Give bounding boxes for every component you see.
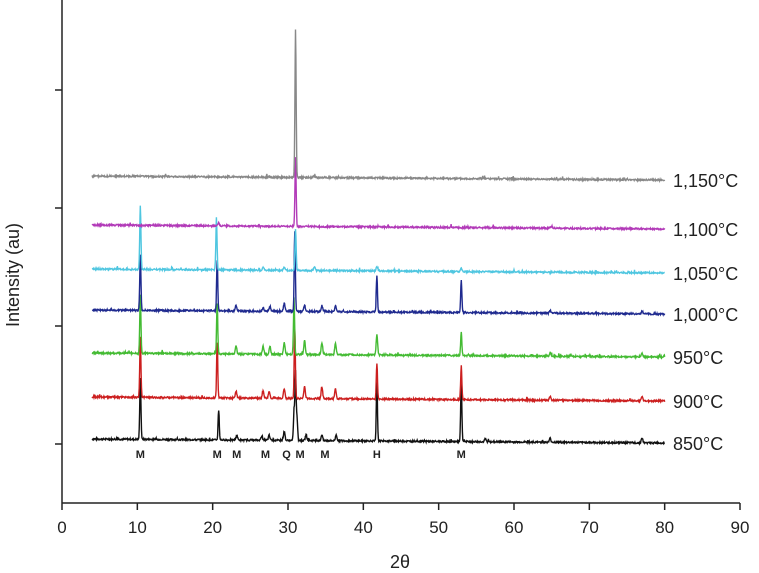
series-label: 850°C [673,434,723,454]
series-line [91,205,665,276]
phase-label: M [457,449,466,461]
series-label: 1,150°C [673,171,738,191]
x-tick-label: 90 [731,518,750,537]
series-line [91,329,666,405]
series-group [91,29,666,447]
series-label: 1,100°C [673,220,738,240]
phase-label: Q [282,449,291,461]
x-tick-label: 0 [57,518,66,537]
x-tick-label: 50 [429,518,448,537]
phase-label: M [213,449,222,461]
phase-label: M [261,449,270,461]
x-ticks: 0 10 20 30 40 50 60 70 80 90 [57,503,749,537]
x-tick-label: 80 [655,518,674,537]
series-line [91,294,666,361]
y-axis-title: Intensity (au) [3,223,23,327]
phase-label: M [295,449,304,461]
series-labels: 850°C 900°C 950°C 1,000°C 1,050°C 1,100°C 1,15… [673,171,738,454]
series-line [91,369,666,447]
x-tick-label: 30 [279,518,298,537]
phase-label: M [320,449,329,461]
series-label: 950°C [673,348,723,368]
y-ticks [55,89,62,445]
series-line [91,29,666,184]
phase-label: M [232,449,241,461]
x-tick-label: 10 [128,518,147,537]
x-tick-label: 40 [354,518,373,537]
x-axis-title: 2θ [390,552,410,572]
phase-label: H [373,449,381,461]
series-line [91,231,666,317]
phase-label: M [136,449,145,461]
series-label: 900°C [673,392,723,412]
axes: 0 10 20 30 40 50 60 70 80 90 [55,0,749,537]
x-tick-label: 60 [505,518,524,537]
series-label: 1,000°C [673,305,738,325]
series-line [91,157,666,232]
series-label: 1,050°C [673,264,738,284]
x-tick-label: 70 [580,518,599,537]
x-tick-label: 20 [203,518,222,537]
